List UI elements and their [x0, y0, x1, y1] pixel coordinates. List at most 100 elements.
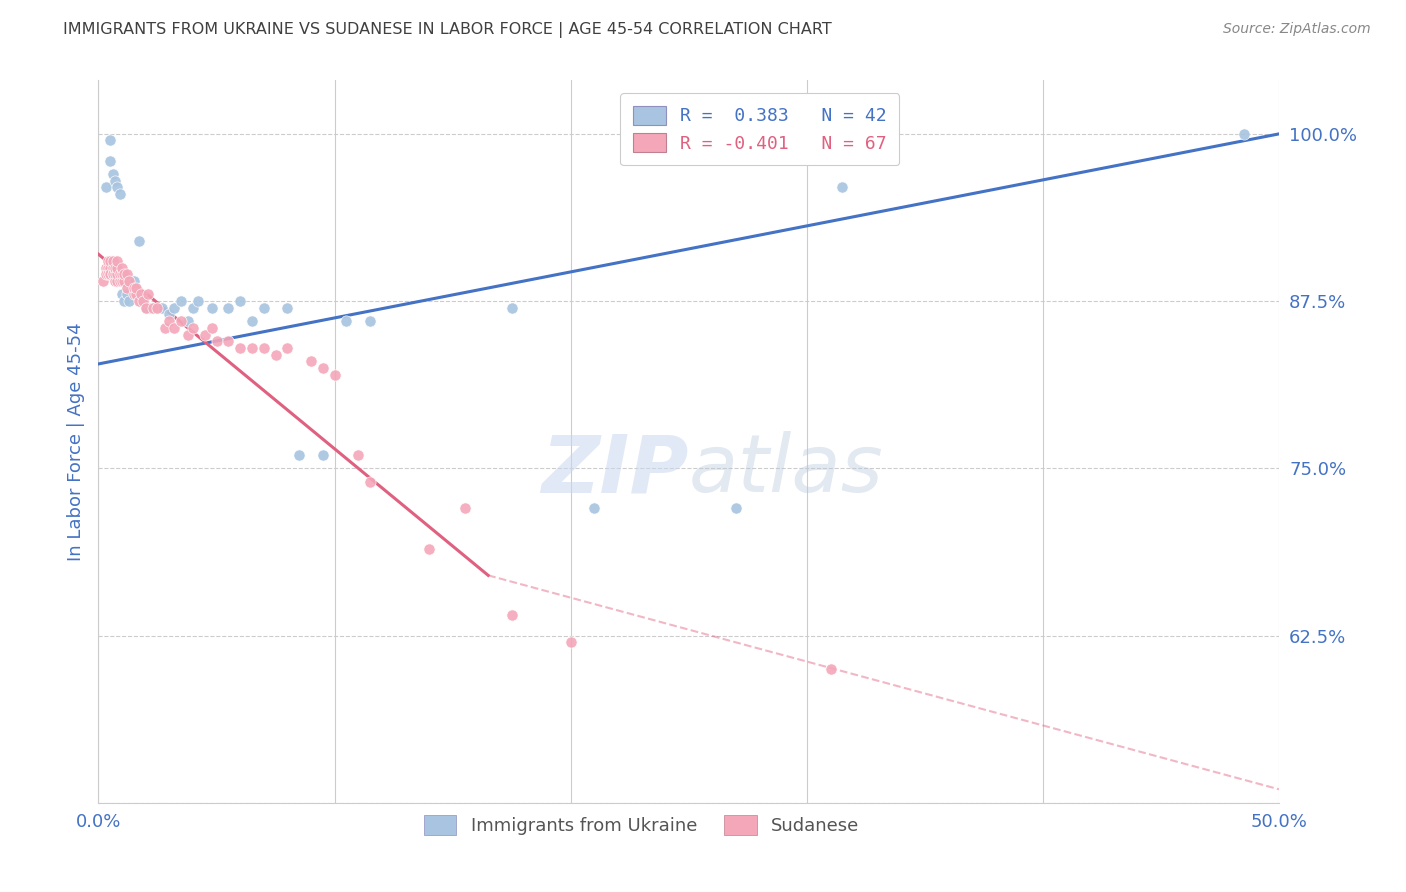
Point [125, 287, 148, 301]
Point [135, 301, 157, 315]
Point [501, 608, 523, 623]
Point [253, 301, 276, 315]
Point [453, 501, 475, 516]
Point [264, 348, 287, 362]
Point [831, 180, 853, 194]
Point [129, 294, 152, 309]
Point [201, 301, 224, 315]
Point [98, 253, 121, 268]
Point [335, 314, 357, 328]
Point [1233, 127, 1256, 141]
Point [98, 153, 121, 168]
Point [115, 268, 138, 282]
Point [170, 314, 193, 328]
Point [112, 274, 135, 288]
Point [205, 334, 228, 349]
Point [132, 294, 155, 309]
Point [142, 301, 165, 315]
Point [111, 268, 134, 282]
Point [129, 287, 152, 301]
Point [101, 253, 124, 268]
Point [94, 260, 117, 275]
Point [229, 341, 252, 355]
Point [112, 294, 135, 309]
Point [229, 294, 252, 309]
Point [347, 448, 370, 462]
Point [105, 260, 128, 275]
Point [98, 268, 121, 282]
Point [132, 294, 155, 309]
Text: ZIP: ZIP [541, 432, 689, 509]
Point [112, 268, 135, 282]
Point [253, 341, 276, 355]
Point [101, 268, 124, 282]
Point [122, 287, 145, 301]
Point [115, 280, 138, 294]
Point [101, 268, 124, 282]
Point [98, 260, 121, 275]
Point [97, 253, 120, 268]
Point [105, 253, 128, 268]
Legend: Immigrants from Ukraine, Sudanese: Immigrants from Ukraine, Sudanese [415, 806, 869, 845]
Point [177, 314, 200, 328]
Point [312, 361, 335, 376]
Point [111, 260, 134, 275]
Point [97, 268, 120, 282]
Point [135, 301, 157, 315]
Point [820, 662, 842, 676]
Point [122, 274, 145, 288]
Point [108, 187, 131, 202]
Point [157, 314, 180, 328]
Y-axis label: In Labor Force | Age 45-54: In Labor Force | Age 45-54 [66, 322, 84, 561]
Point [128, 234, 150, 248]
Point [194, 327, 217, 342]
Point [359, 314, 381, 328]
Point [111, 274, 134, 288]
Point [101, 167, 124, 181]
Text: Source: ZipAtlas.com: Source: ZipAtlas.com [1223, 22, 1371, 37]
Point [118, 274, 141, 288]
Point [240, 341, 263, 355]
Point [118, 294, 141, 309]
Point [501, 301, 523, 315]
Point [125, 280, 148, 294]
Point [299, 354, 322, 368]
Point [94, 268, 117, 282]
Point [560, 635, 582, 649]
Point [98, 134, 121, 148]
Point [181, 321, 204, 335]
Point [418, 541, 440, 556]
Point [94, 180, 117, 194]
Point [125, 287, 148, 301]
Point [97, 260, 120, 275]
Point [288, 448, 311, 462]
Point [187, 294, 209, 309]
Point [122, 280, 145, 294]
Point [139, 301, 162, 315]
Point [217, 334, 239, 349]
Point [146, 301, 169, 315]
Point [323, 368, 346, 382]
Point [146, 301, 169, 315]
Point [136, 287, 159, 301]
Point [276, 341, 298, 355]
Point [583, 501, 606, 516]
Point [104, 174, 127, 188]
Point [111, 274, 134, 288]
Point [111, 287, 134, 301]
Point [104, 260, 127, 275]
Point [217, 301, 239, 315]
Point [105, 268, 128, 282]
Point [105, 274, 128, 288]
Point [153, 321, 176, 335]
Point [108, 274, 131, 288]
Point [276, 301, 298, 315]
Text: IMMIGRANTS FROM UKRAINE VS SUDANESE IN LABOR FORCE | AGE 45-54 CORRELATION CHART: IMMIGRANTS FROM UKRAINE VS SUDANESE IN L… [63, 22, 832, 38]
Point [312, 448, 335, 462]
Point [104, 274, 127, 288]
Point [177, 327, 200, 342]
Point [725, 501, 748, 516]
Point [181, 301, 204, 315]
Point [115, 287, 138, 301]
Point [157, 308, 180, 322]
